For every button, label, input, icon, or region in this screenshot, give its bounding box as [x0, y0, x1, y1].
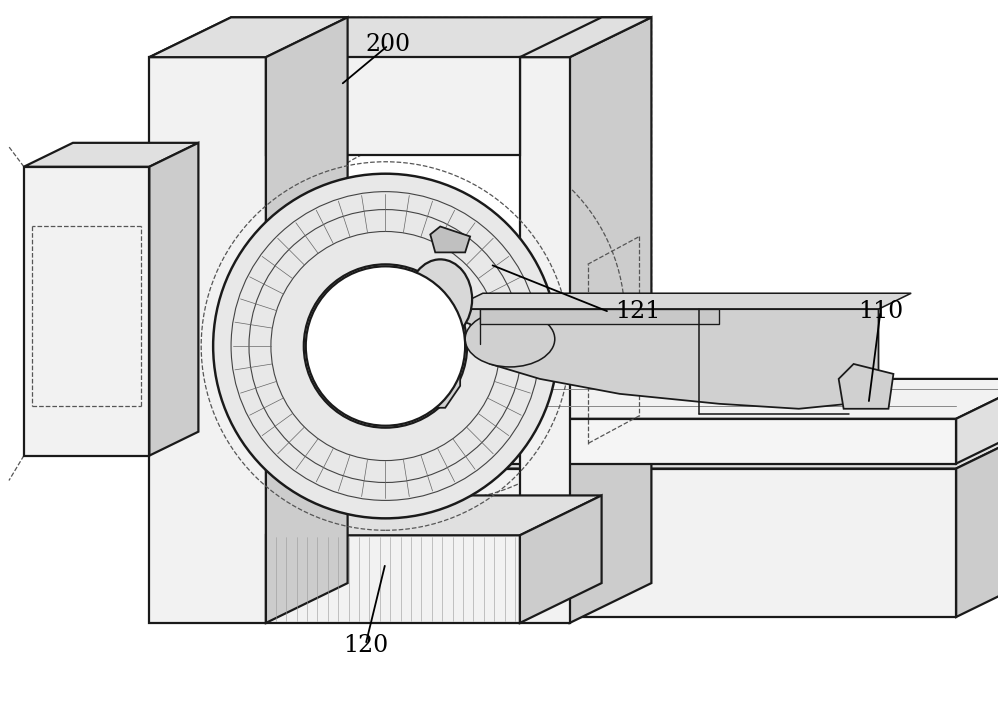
Polygon shape — [520, 57, 570, 623]
Polygon shape — [266, 496, 602, 535]
Ellipse shape — [338, 320, 413, 408]
Polygon shape — [149, 18, 651, 57]
Polygon shape — [520, 18, 651, 57]
Polygon shape — [570, 18, 651, 623]
Polygon shape — [430, 309, 879, 409]
Polygon shape — [149, 18, 348, 57]
Polygon shape — [956, 379, 1000, 463]
Polygon shape — [336, 429, 1000, 469]
Polygon shape — [520, 496, 602, 623]
Text: 110: 110 — [858, 300, 903, 323]
Ellipse shape — [304, 264, 467, 428]
Polygon shape — [336, 469, 956, 617]
Polygon shape — [839, 364, 893, 409]
Polygon shape — [450, 294, 911, 309]
Polygon shape — [149, 57, 266, 623]
Polygon shape — [336, 419, 956, 463]
Polygon shape — [336, 316, 460, 408]
Polygon shape — [24, 167, 149, 455]
Text: 120: 120 — [343, 634, 388, 657]
Ellipse shape — [306, 266, 465, 426]
Polygon shape — [24, 143, 198, 167]
Ellipse shape — [213, 174, 558, 518]
Polygon shape — [149, 143, 198, 455]
Polygon shape — [956, 429, 1000, 617]
Polygon shape — [430, 227, 470, 253]
Ellipse shape — [465, 311, 555, 367]
Text: 200: 200 — [366, 33, 411, 56]
Ellipse shape — [408, 259, 472, 339]
Polygon shape — [336, 379, 1000, 419]
Polygon shape — [266, 535, 520, 623]
Text: 121: 121 — [615, 300, 660, 323]
Polygon shape — [266, 18, 348, 623]
Polygon shape — [480, 309, 719, 324]
Polygon shape — [266, 57, 520, 155]
